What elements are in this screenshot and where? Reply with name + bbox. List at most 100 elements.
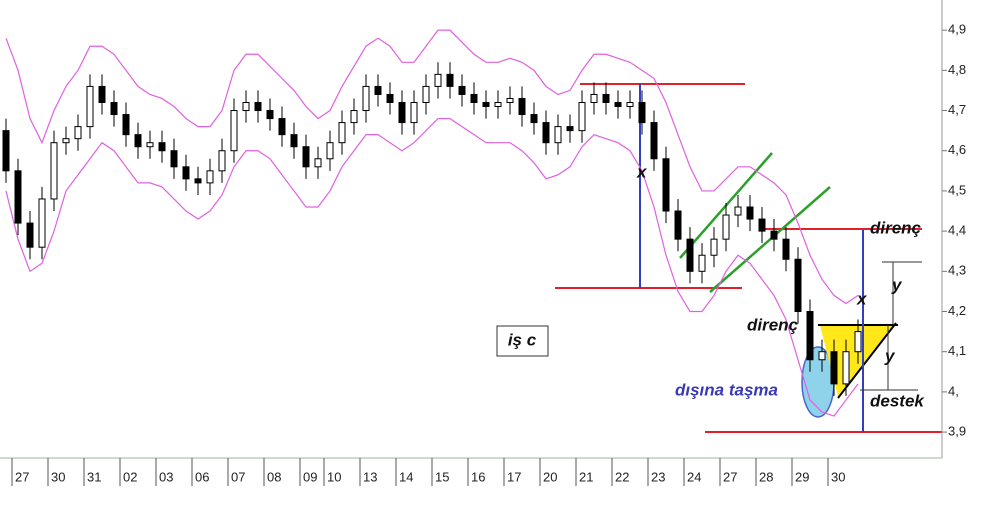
y-tick-label: 4,7 <box>948 102 966 117</box>
candle-body <box>446 73 454 87</box>
candle-body <box>758 218 766 232</box>
candle-body <box>746 206 754 220</box>
candle-body <box>722 214 730 240</box>
x-tick-label: 02 <box>123 469 137 484</box>
candle-body <box>398 101 406 124</box>
candle-body <box>218 150 226 172</box>
x-tick-label: 27 <box>15 469 29 484</box>
candle-body <box>626 101 634 108</box>
y-tick-label: 4, <box>948 383 959 398</box>
x-tick-label: 16 <box>471 469 485 484</box>
candle-body <box>794 258 802 313</box>
candle-body <box>710 238 718 256</box>
candle-body <box>134 134 142 148</box>
candle-body <box>770 230 778 240</box>
y-tick-label: 4,4 <box>948 223 966 238</box>
annotation: direnç <box>747 315 799 334</box>
annotation: x <box>856 289 868 308</box>
y-tick-label: 4,5 <box>948 182 966 197</box>
candle-body <box>50 142 58 200</box>
candle-body <box>470 93 478 103</box>
candle-body <box>86 85 94 128</box>
candle-body <box>362 85 370 112</box>
x-tick-label: 09 <box>303 469 317 484</box>
candle-body <box>674 210 682 240</box>
candle-body <box>146 142 154 148</box>
x-tick-label: 27 <box>723 469 737 484</box>
x-tick-label: 17 <box>507 469 521 484</box>
candle-body <box>482 101 490 108</box>
candle-body <box>542 122 550 144</box>
x-tick-label: 07 <box>231 469 245 484</box>
annotation: destek <box>870 391 925 410</box>
annotation: dışına taşma <box>675 380 778 399</box>
y-tick-label: 4,2 <box>948 303 966 318</box>
y-tick-label: 4,6 <box>948 142 966 157</box>
annotation: iş c <box>508 330 537 349</box>
box-label-frame <box>496 325 549 357</box>
plot <box>2 29 862 417</box>
candle-body <box>530 114 538 124</box>
x-tick-label: 30 <box>831 469 845 484</box>
candle-body <box>2 130 10 172</box>
candle-body <box>458 85 466 95</box>
candle-body <box>434 73 442 87</box>
candle-body <box>494 101 502 108</box>
candle-body <box>698 254 706 272</box>
candle-body <box>62 138 70 144</box>
candle-body <box>734 206 742 216</box>
x-tick-label: 08 <box>267 469 281 484</box>
x-tick-label: 30 <box>51 469 65 484</box>
candle-body <box>290 134 298 148</box>
candle-body <box>314 158 322 168</box>
x-tick-label: 13 <box>363 469 377 484</box>
candle-body <box>266 110 274 120</box>
y-tick-label: 4,3 <box>948 263 966 278</box>
candle-body <box>14 170 22 224</box>
candle-body <box>518 97 526 116</box>
candle-body <box>566 126 574 132</box>
candle-body <box>38 198 46 248</box>
candle-body <box>254 101 262 112</box>
channel-line <box>709 186 831 293</box>
y-tick-label: 4,8 <box>948 62 966 77</box>
candle-body <box>590 93 598 103</box>
y-tick-label: 4,1 <box>948 343 966 358</box>
x-tick-label: 03 <box>159 469 173 484</box>
candle-body <box>578 101 586 132</box>
candle-body <box>350 110 358 124</box>
y-tick-label: 3,9 <box>948 424 966 439</box>
candle-body <box>338 122 346 144</box>
candle-body <box>158 142 166 152</box>
candle-body <box>854 331 862 353</box>
candle-body <box>230 110 238 152</box>
y-tick-label: 4,9 <box>948 22 966 37</box>
x-tick-label: 29 <box>795 469 809 484</box>
candle-body <box>506 97 514 103</box>
bollinger-band <box>5 29 859 305</box>
x-tick-label: 24 <box>687 469 701 484</box>
candle-body <box>386 93 394 103</box>
candle-body <box>278 118 286 136</box>
x-tick-label: 22 <box>615 469 629 484</box>
candle-body <box>122 114 130 136</box>
candle-body <box>686 238 694 272</box>
candle-body <box>554 126 562 144</box>
candle-body <box>830 351 838 385</box>
annotation: x <box>636 162 648 181</box>
candle-body <box>650 122 658 160</box>
candle-body <box>638 101 646 124</box>
x-tick-label: 23 <box>651 469 665 484</box>
candle-body <box>374 85 382 95</box>
x-tick-label: 14 <box>399 469 413 484</box>
x-tick-label: 21 <box>579 469 593 484</box>
candle-body <box>842 351 850 385</box>
candle-body <box>182 166 190 180</box>
candle-body <box>242 101 250 112</box>
candle-body <box>782 238 790 260</box>
candle-body <box>110 101 118 116</box>
bollinger-band <box>5 117 859 417</box>
candle-body <box>614 101 622 108</box>
annotation: y <box>884 346 896 365</box>
